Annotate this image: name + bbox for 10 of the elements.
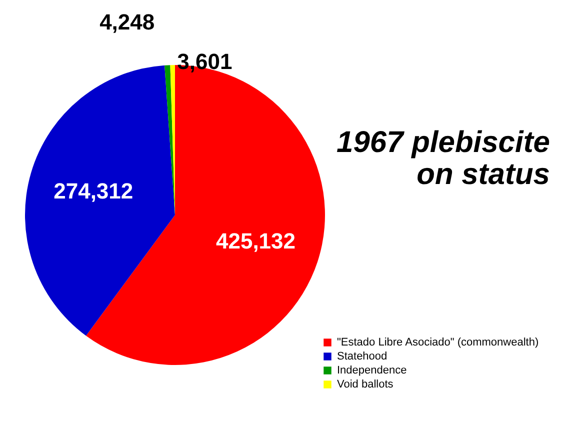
text: 1967 plebiscite on status xyxy=(336,126,550,191)
legend-label: "Estado Libre Asociado" (commonwealth) xyxy=(337,336,539,348)
data-label: 4,248 xyxy=(100,10,155,35)
pie-slice xyxy=(25,65,175,336)
data-label: 3,601 xyxy=(177,49,232,74)
legend-label: Independence xyxy=(337,364,407,376)
legend-label: Void ballots xyxy=(337,378,394,390)
legend-label: Statehood xyxy=(337,350,388,362)
data-label: 274,312 xyxy=(54,178,134,204)
data-label: 425,132 xyxy=(216,228,296,254)
